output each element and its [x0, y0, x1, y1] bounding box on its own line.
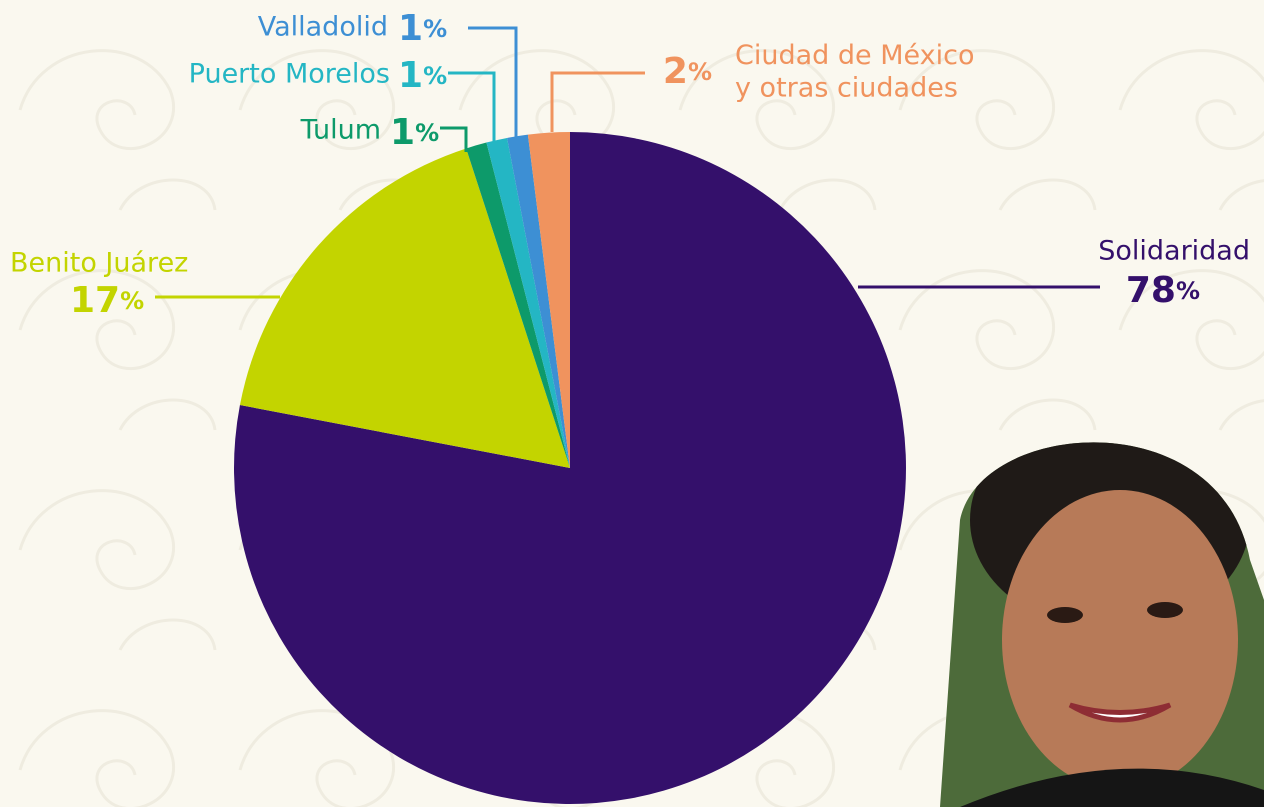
slice-value: 2%: [663, 51, 712, 92]
leader-line: [550, 71, 645, 132]
slice-label: Tulum: [300, 115, 381, 146]
slice-value: 17%: [70, 280, 144, 321]
slice-label: Benito Juárez: [10, 248, 188, 279]
slice-label: Ciudad de México y otras ciudades: [735, 40, 974, 103]
slice-value: 1%: [390, 112, 439, 153]
pie-slice: [507, 134, 570, 468]
pie-slice: [527, 132, 570, 468]
slice-value: 1%: [398, 55, 447, 96]
leader-line: [468, 26, 518, 138]
slice-value: 78%: [1126, 270, 1200, 311]
leader-line: [448, 71, 496, 142]
leader-line: [440, 126, 468, 152]
pie-slice: [466, 142, 570, 468]
photo: [940, 442, 1264, 807]
slice-value: 1%: [398, 8, 447, 49]
slice-label: Solidaridad: [1098, 236, 1250, 267]
pie-slice: [486, 137, 570, 468]
slice-label: Puerto Morelos: [189, 59, 390, 90]
pie-slice: [239, 148, 570, 468]
slice-label: Valladolid: [258, 12, 388, 43]
pie: [234, 132, 906, 804]
